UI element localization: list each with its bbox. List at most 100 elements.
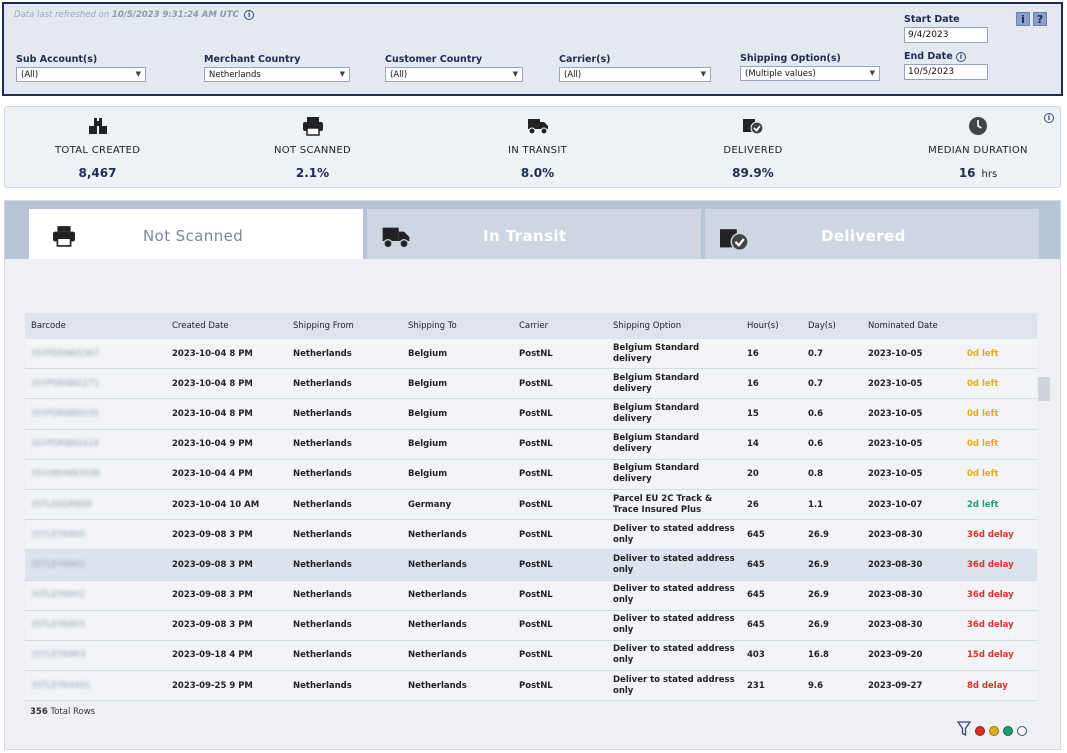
cell-created: 2023-09-18 4 PM — [172, 650, 253, 661]
legend-dot[interactable] — [989, 726, 999, 736]
cell-hours: 14 — [747, 439, 759, 450]
kpi-panel: TOTAL CREATED 8,467 NOT SCANNED 2.1% IN … — [4, 106, 1061, 188]
tab-not-scanned[interactable]: Not Scanned — [29, 209, 363, 259]
cell-created: 2023-10-04 8 PM — [172, 348, 253, 359]
col-carrier[interactable]: Carrier — [519, 321, 549, 331]
table-row[interactable]: 3SYPDRNNS035 2023-10-04 8 PM Netherlands Be… — [25, 399, 1037, 430]
legend-dot[interactable] — [1017, 726, 1027, 736]
kpi-label: NOT SCANNED — [273, 145, 352, 156]
table-row[interactable]: 3STLEYN903 2023-09-08 3 PM Netherlands Neth… — [25, 610, 1037, 641]
cell-status: 36d delay — [967, 590, 1014, 601]
cell-days: 26.9 — [808, 529, 829, 540]
cell-to: Netherlands — [408, 620, 467, 631]
boxes-icon — [55, 115, 140, 137]
info-icon[interactable]: i — [1016, 12, 1030, 26]
cell-days: 26.9 — [808, 620, 829, 631]
cell-to: Belgium — [408, 348, 448, 359]
cell-from: Netherlands — [293, 680, 352, 691]
table-row[interactable]: 3STLEYN901 2023-09-08 3 PM Netherlands Neth… — [25, 550, 1037, 581]
scrollbar-thumb[interactable] — [1038, 377, 1050, 401]
cell-option: Deliver to stated address only — [613, 614, 735, 636]
col-days[interactable]: Day(s) — [808, 321, 836, 331]
carrier-filter: Carrier(s) (All) ▼ — [559, 54, 711, 82]
table-row[interactable]: 3SYPDRNNS271 2023-10-04 8 PM Netherlands Be… — [25, 369, 1037, 400]
help-icon[interactable]: ? — [1033, 12, 1047, 26]
tab-in-transit[interactable]: In Transit — [367, 209, 701, 259]
table-row[interactable]: 3STLEKDRN98 2023-10-04 10 AM Netherlands Ge… — [25, 489, 1037, 521]
start-date-block: Start Date 9/4/2023 — [904, 14, 988, 43]
col-barcode[interactable]: Barcode — [31, 321, 66, 331]
cell-hours: 15 — [747, 408, 759, 419]
printer-icon — [270, 115, 355, 137]
refresh-info-icon[interactable]: i — [244, 10, 255, 20]
shipping-option-filter: Shipping Option(s) (Multiple values) ▼ — [740, 53, 880, 81]
customer-country-value: (All) — [390, 70, 408, 80]
cell-nominated: 2023-09-20 — [868, 650, 923, 661]
delivered-box-icon — [713, 115, 793, 137]
start-date-input[interactable]: 9/4/2023 — [904, 27, 988, 43]
cell-nominated: 2023-08-30 — [868, 590, 923, 601]
col-shipping-from[interactable]: Shipping From — [293, 321, 354, 331]
cell-created: 2023-10-04 8 PM — [172, 378, 253, 389]
table-row[interactable]: 3STLEYN4401 2023-09-25 9 PM Netherlands Net… — [25, 671, 1037, 702]
cell-nominated: 2023-08-30 — [868, 559, 923, 570]
table-row[interactable]: 3STLEYN9R3 2023-09-18 4 PM Netherlands Neth… — [25, 640, 1037, 672]
cell-from: Netherlands — [293, 559, 352, 570]
table-row[interactable]: 3SYHBHNN3036 2023-10-04 4 PM Netherlands Be… — [25, 459, 1037, 490]
cell-carrier: PostNL — [519, 408, 553, 419]
cell-to: Netherlands — [408, 650, 467, 661]
cell-status: 8d delay — [967, 680, 1008, 691]
customer-country-filter: Customer Country (All) ▼ — [385, 54, 523, 82]
cell-status: 0d left — [967, 408, 999, 419]
cell-nominated: 2023-08-30 — [868, 620, 923, 631]
shipping-option-select[interactable]: (Multiple values) ▼ — [740, 66, 880, 81]
cell-carrier: PostNL — [519, 559, 553, 570]
cell-option: Belgium Standard delivery — [613, 463, 700, 485]
merchant-country-label: Merchant Country — [204, 54, 301, 65]
cell-nominated: 2023-10-05 — [868, 439, 923, 450]
tab-delivered[interactable]: Delivered — [705, 209, 1039, 259]
legend-dot[interactable] — [975, 726, 985, 736]
cell-hours: 231 — [747, 680, 765, 691]
funnel-icon[interactable] — [956, 721, 972, 741]
legend-dot[interactable] — [1003, 726, 1013, 736]
cell-from: Netherlands — [293, 439, 352, 450]
kpi-label: DELIVERED — [723, 145, 783, 156]
cell-carrier: PostNL — [519, 529, 553, 540]
end-date-label-text: End Date — [904, 51, 953, 62]
cell-status: 36d delay — [967, 620, 1014, 631]
end-date-info-icon[interactable]: i — [955, 52, 966, 62]
cell-from: Netherlands — [293, 469, 352, 480]
table-row[interactable]: 3SYPDRNNS367 2023-10-04 8 PM Netherlands Be… — [25, 339, 1037, 370]
truck-icon — [381, 225, 411, 253]
end-date-input[interactable]: 10/5/2023 — [904, 64, 988, 80]
table-row[interactable]: 3STLEYN900 2023-09-08 3 PM Netherlands Neth… — [25, 520, 1037, 551]
col-created-date[interactable]: Created Date — [172, 321, 229, 331]
cell-days: 26.9 — [808, 590, 829, 601]
cell-hours: 20 — [747, 469, 759, 480]
cell-carrier: PostNL — [519, 499, 553, 510]
cell-days: 0.7 — [808, 348, 824, 359]
cell-days: 9.6 — [808, 680, 824, 691]
table-row[interactable]: 3SYPDRNNS419 2023-10-04 9 PM Netherlands Be… — [25, 429, 1037, 460]
col-shipping-option[interactable]: Shipping Option — [613, 321, 682, 331]
col-shipping-to[interactable]: Shipping To — [408, 321, 457, 331]
sub-account-label: Sub Account(s) — [16, 54, 98, 65]
cell-to: Belgium — [408, 408, 448, 419]
carrier-select[interactable]: (All) ▼ — [559, 67, 711, 82]
cell-from: Netherlands — [293, 590, 352, 601]
kpi-info-icon[interactable]: i — [1044, 113, 1054, 123]
col-nominated-date[interactable]: Nominated Date — [868, 321, 938, 331]
total-rows-label: Total Rows — [50, 707, 96, 717]
cell-status: 15d delay — [967, 650, 1014, 661]
sub-account-select[interactable]: (All) ▼ — [16, 67, 146, 82]
refresh-prefix: Data last refreshed on — [14, 10, 110, 20]
merchant-country-select[interactable]: Netherlands ▼ — [204, 67, 350, 82]
col-hours[interactable]: Hour(s) — [747, 321, 779, 331]
cell-barcode: 3SYPDRNNS035 — [31, 408, 99, 419]
customer-country-select[interactable]: (All) ▼ — [385, 67, 523, 82]
kpi-value: 89.9% — [732, 166, 774, 180]
cell-created: 2023-10-04 9 PM — [172, 439, 253, 450]
sub-account-value: (All) — [21, 70, 39, 80]
table-row[interactable]: 3STLEYN902 2023-09-08 3 PM Netherlands Neth… — [25, 580, 1037, 611]
